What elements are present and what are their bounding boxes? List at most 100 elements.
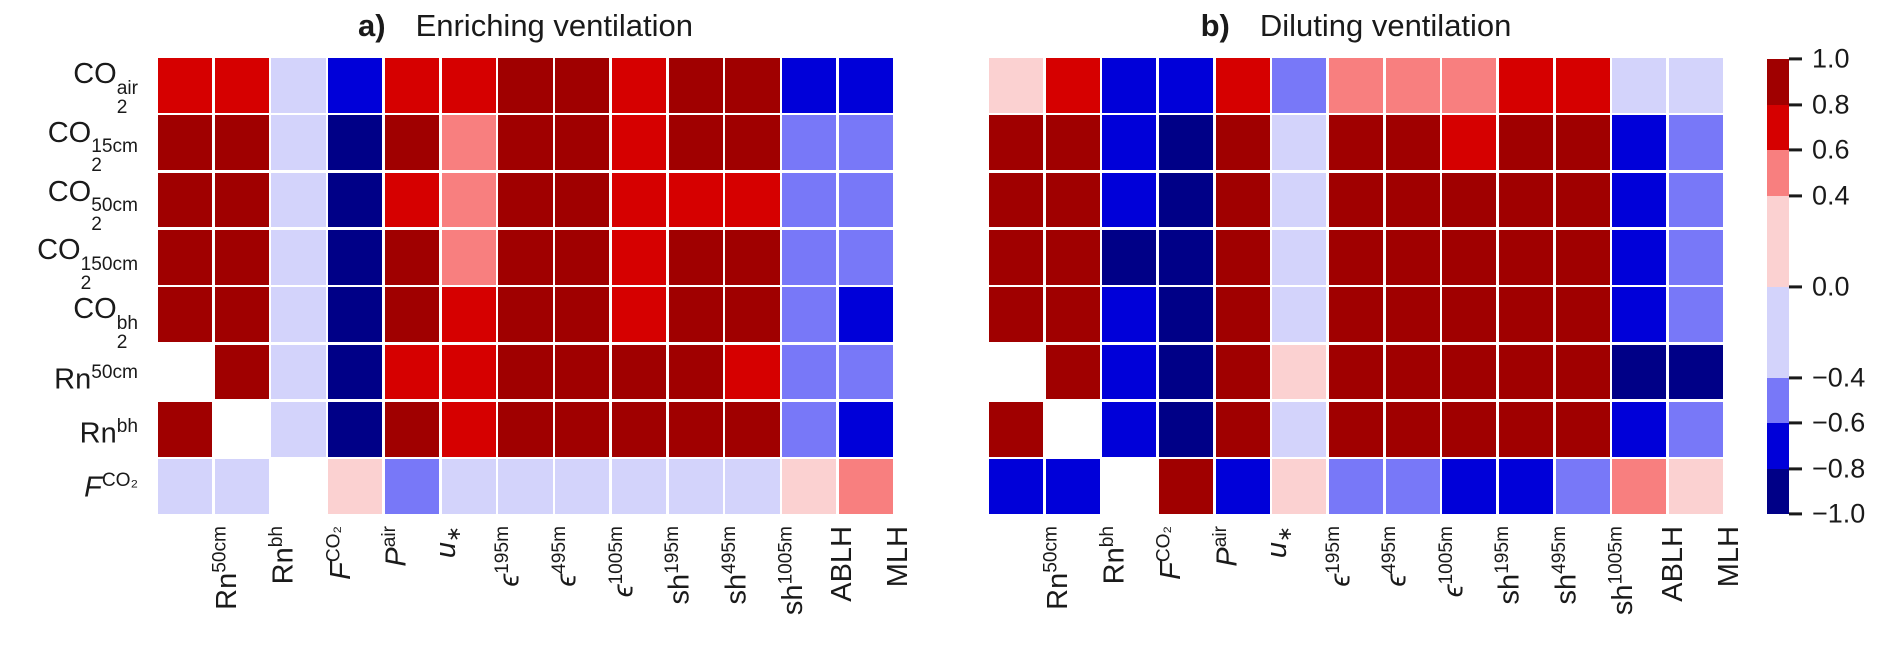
heatmap-cell (158, 58, 213, 113)
heatmap-cell (271, 58, 326, 113)
heatmap-cell (1668, 172, 1723, 228)
heatmap-cell (725, 229, 780, 285)
y-axis-label: CO 150cm 2 (0, 234, 148, 293)
heatmap-cell (782, 115, 837, 171)
heatmap-cell (1102, 115, 1157, 171)
heatmap-cell (1555, 287, 1610, 343)
panel-a-title-text: Enriching ventilation (415, 8, 694, 43)
colorbar-tick-label: −1.0 (1812, 498, 1866, 529)
heatmap-cell (838, 229, 893, 285)
panel-b-title: b) Diluting ventilation (989, 6, 1723, 46)
heatmap-cell (555, 229, 610, 285)
heatmap-cell (1612, 459, 1667, 514)
colorbar-band (1767, 150, 1789, 196)
heatmap-cell (838, 459, 893, 514)
heatmap-cell (384, 229, 440, 285)
heatmap-cell (1498, 401, 1554, 457)
heatmap-cell (1158, 58, 1214, 113)
heatmap-cell (611, 459, 667, 514)
colorbar-band (1767, 59, 1789, 105)
heatmap-cell (271, 401, 326, 457)
y-axis-label: Rn50cm (0, 352, 148, 406)
heatmap-cell (328, 459, 383, 514)
colorbar-tick-label: 0.8 (1812, 89, 1850, 119)
x-axis-label: ϵ495m (497, 520, 583, 664)
y-axis-label: CO 15cm 2 (0, 117, 148, 176)
colorbar-bands (1767, 59, 1789, 514)
heatmap-cell (555, 344, 610, 400)
heatmap-cell (555, 287, 610, 343)
heatmap-cell (1668, 287, 1723, 343)
heatmap-cell (1498, 58, 1554, 113)
heatmap-cell (328, 287, 383, 343)
x-axis-label: sh495m (1497, 520, 1582, 664)
heatmap-cell (1498, 287, 1554, 343)
heatmap-cell (1555, 459, 1610, 514)
heatmap-cell (838, 115, 893, 171)
colorbar-tick-label: 0.0 (1812, 271, 1850, 301)
heatmap-cell (782, 459, 837, 514)
heatmap-cell (1272, 401, 1327, 457)
heatmap-cell (1442, 287, 1497, 343)
colorbar-tick-mark (1789, 284, 1802, 289)
heatmap-cell (1215, 115, 1270, 171)
heatmap-cell (328, 344, 383, 400)
x-axis-label-text: MLH (882, 526, 915, 588)
heatmap-cell (555, 172, 610, 228)
panel-b-title-text: Diluting ventilation (1259, 8, 1512, 43)
heatmap-cell (214, 401, 269, 457)
heatmap-grid-diluting (989, 58, 1723, 514)
heatmap-cell (1215, 344, 1270, 400)
heatmap-cell (1612, 229, 1667, 285)
heatmap-cell (271, 287, 326, 343)
x-axis-label: Rnbh (215, 520, 300, 664)
colorbar-band (1767, 377, 1789, 423)
x-axis-label: u∗ (1215, 520, 1296, 664)
heatmap-cell (1158, 344, 1214, 400)
heatmap-cell (1328, 459, 1384, 514)
heatmap-cell (1385, 229, 1440, 285)
colorbar-tick-label: −0.6 (1812, 407, 1866, 438)
heatmap-cell (158, 115, 213, 171)
heatmap-cell (1272, 344, 1327, 400)
heatmap-cell (1328, 229, 1384, 285)
heatmap-cell (1215, 459, 1270, 514)
heatmap-cell (838, 287, 893, 343)
x-axis-label: FCO₂ (1102, 520, 1187, 664)
x-axis-label: sh195m (610, 520, 696, 664)
heatmap-cell (214, 287, 269, 343)
heatmap-cell (214, 344, 269, 400)
heatmap-cell (158, 172, 213, 228)
y-axis-label-text: CO bh 2 (73, 293, 138, 353)
heatmap-cell (668, 401, 723, 457)
heatmap-cell (1272, 115, 1327, 171)
heatmap-cell (441, 459, 496, 514)
heatmap-cell (384, 401, 440, 457)
heatmap-cell (1612, 401, 1667, 457)
x-axis-label: Rn50cm (158, 520, 243, 664)
y-axis-label: CO air 2 (0, 58, 148, 117)
heatmap-cell (1668, 344, 1723, 400)
heatmap-cell (1158, 459, 1214, 514)
heatmap-cell (1668, 401, 1723, 457)
heatmap-cell (214, 229, 269, 285)
colorbar-band (1767, 423, 1789, 469)
heatmap-cell (1442, 229, 1497, 285)
heatmap-cell (1328, 401, 1384, 457)
heatmap-cell (989, 172, 1044, 228)
heatmap-cell (611, 172, 667, 228)
heatmap-cell (782, 229, 837, 285)
heatmap-cell (668, 58, 723, 113)
heatmap-cell (1442, 344, 1497, 400)
heatmap-cell (328, 401, 383, 457)
heatmap-cell (1555, 401, 1610, 457)
y-axis-label-text: CO air 2 (73, 58, 138, 118)
heatmap-cell (1612, 115, 1667, 171)
heatmap-cell (384, 344, 440, 400)
x-axis-label-rotated: MLH (1712, 526, 1746, 587)
heatmap-cell (1158, 229, 1214, 285)
x-axis-label: sh1005m (1554, 520, 1639, 664)
colorbar-tick-label: −0.4 (1812, 362, 1866, 392)
heatmap-cell (1328, 58, 1384, 113)
